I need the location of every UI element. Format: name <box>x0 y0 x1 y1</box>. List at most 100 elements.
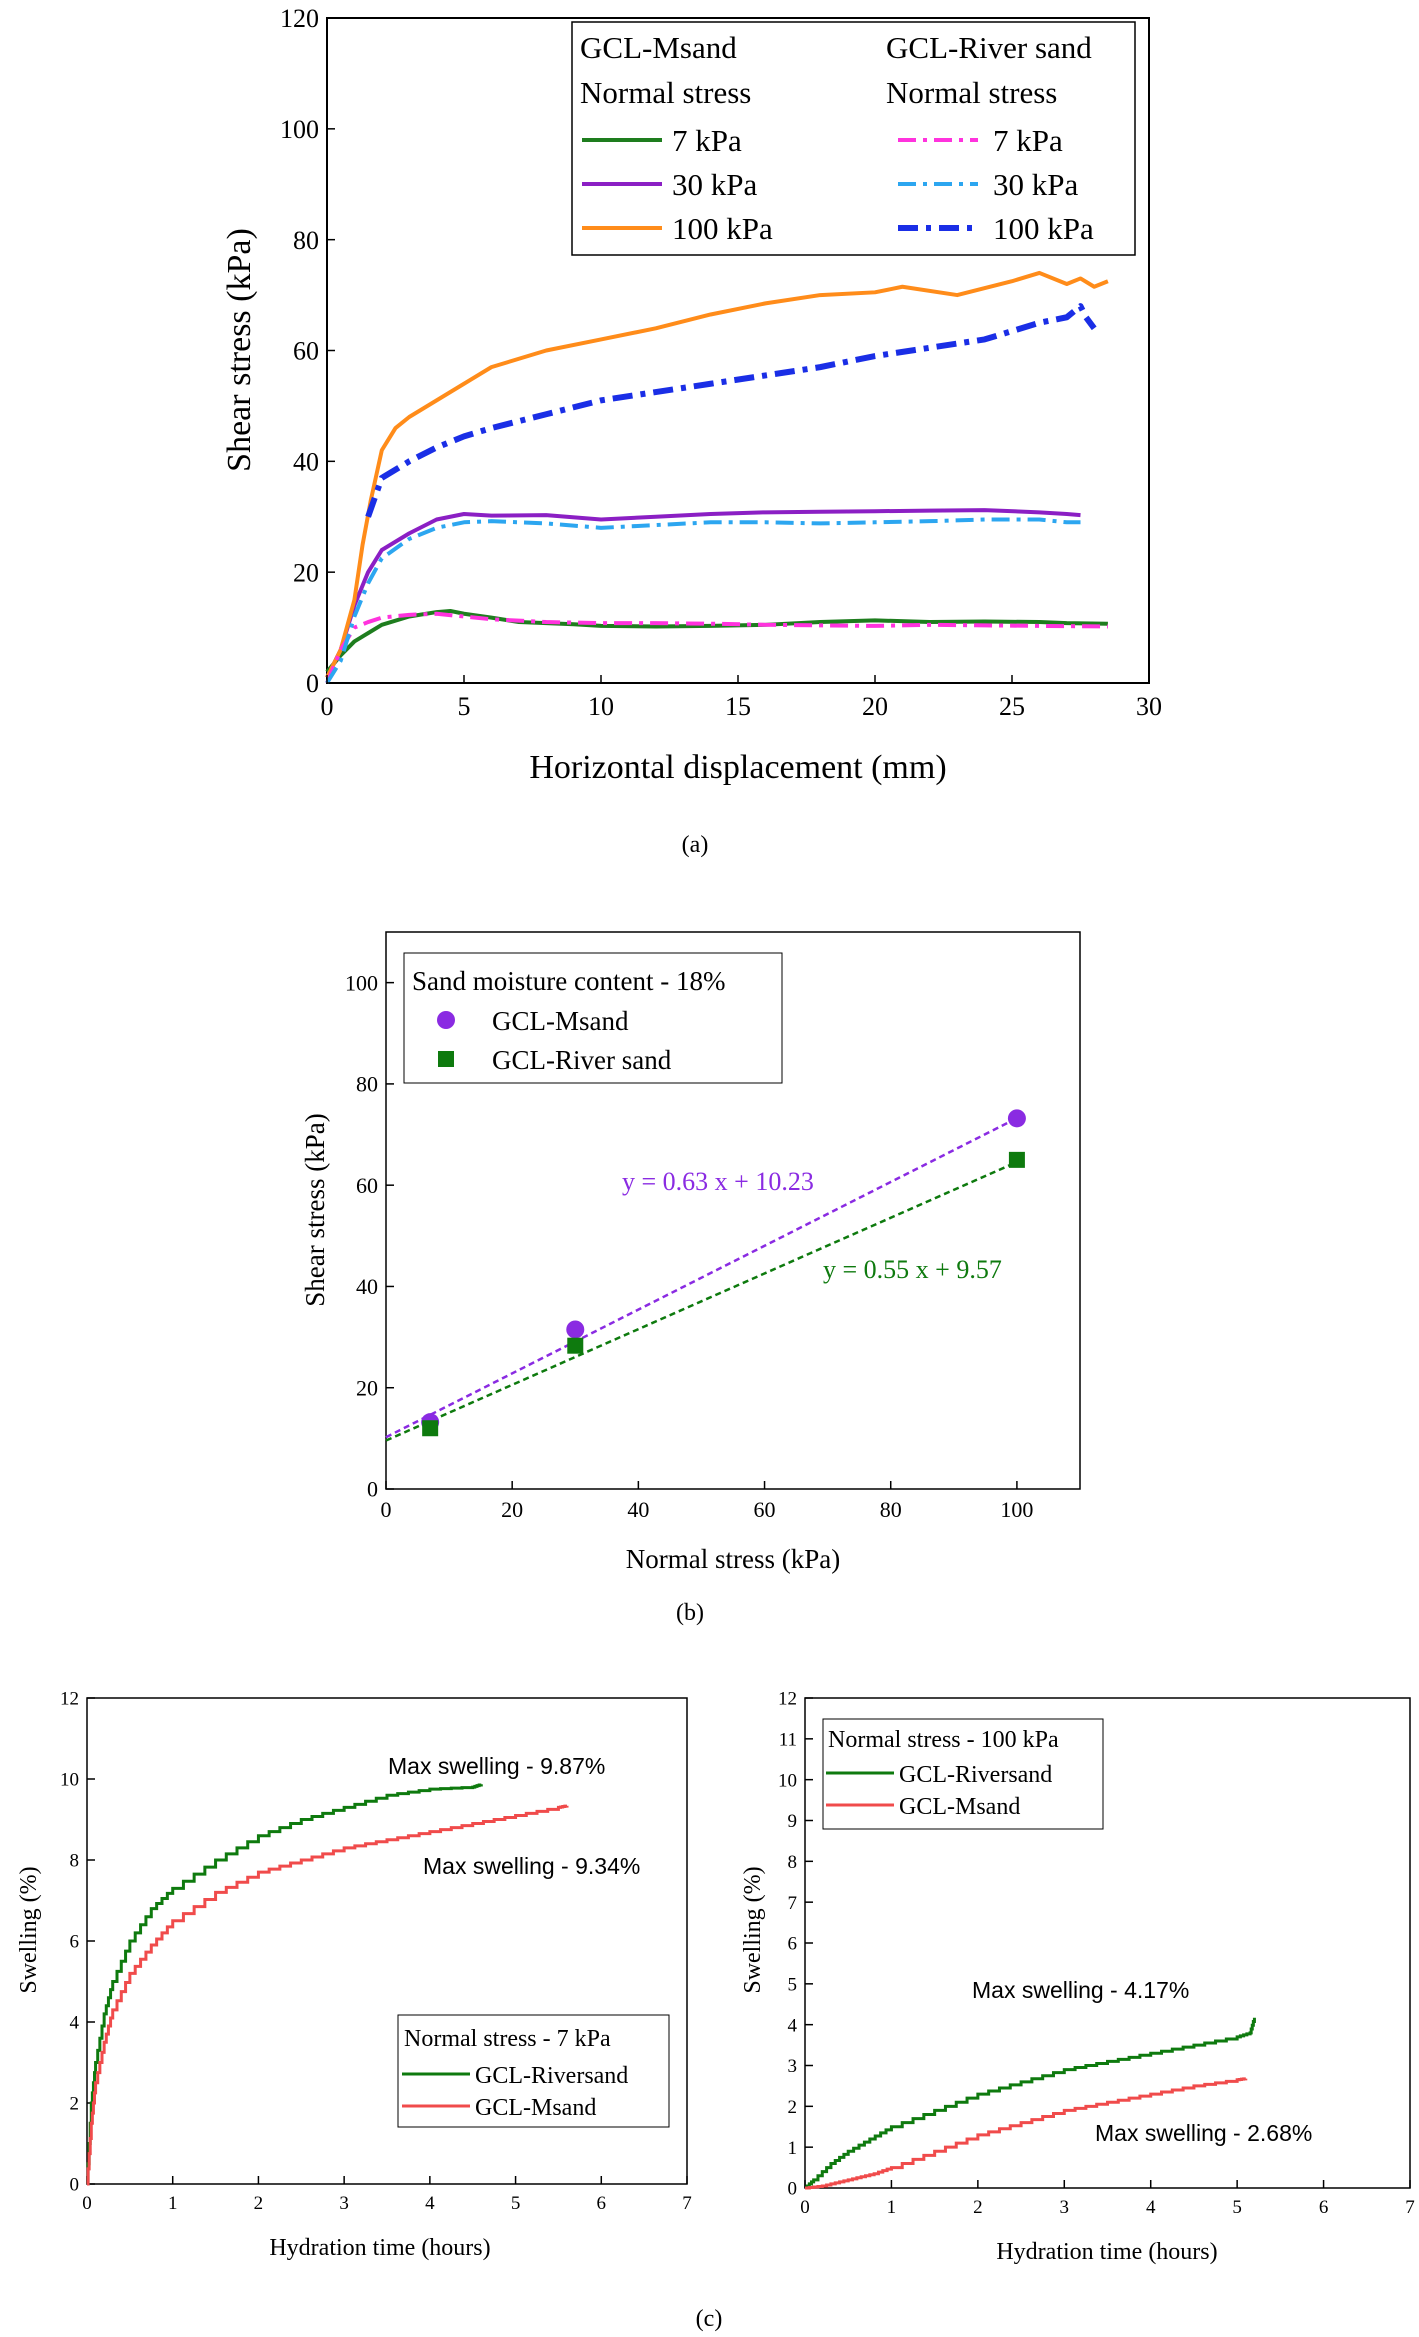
legend-marker-msand <box>437 1011 455 1029</box>
chart-a-legend-group-left: GCL-Msand <box>580 30 737 65</box>
y-tick-label: 11 <box>779 1729 797 1750</box>
series-line-gcl-msand-30kPa <box>325 508 1081 679</box>
y-tick-label: 20 <box>356 1375 378 1400</box>
chart-c-caption: (c) <box>696 2306 723 2332</box>
x-tick-label: 40 <box>627 1497 649 1522</box>
x-tick-label: 20 <box>862 692 888 721</box>
legend-label-c-left-river: GCL-Riversand <box>475 2063 628 2089</box>
y-tick-label: 60 <box>293 337 319 366</box>
chart-b-legend-box <box>403 952 783 1084</box>
y-tick-label: 3 <box>788 2056 798 2077</box>
x-tick-label: 10 <box>588 692 614 721</box>
y-tick-label: 100 <box>345 970 378 995</box>
y-tick-label: 60 <box>356 1173 378 1198</box>
x-tick-label: 4 <box>425 2193 435 2214</box>
data-point-river-sand <box>567 1337 584 1354</box>
chart-a-legend-box <box>571 21 1136 256</box>
y-tick-label: 80 <box>356 1072 378 1097</box>
chart-c-left-legend-title: Normal stress - 7 kPa <box>404 2026 611 2052</box>
fit-label-msand: y = 0.63 x + 10.23 <box>622 1167 814 1196</box>
x-tick-label: 5 <box>1232 2197 1242 2218</box>
x-tick-label: 25 <box>999 692 1025 721</box>
x-tick-label: 0 <box>82 2193 92 2214</box>
legend-label-c-left-msand: GCL-Msand <box>475 2095 596 2121</box>
swelling-curve-gcl-riversand <box>805 2017 1256 2190</box>
legend-label-b-msand: GCL-Msand <box>492 1006 629 1036</box>
x-tick-label: 6 <box>597 2193 607 2214</box>
x-tick-label: 60 <box>754 1497 776 1522</box>
fit-line-gcl-river-sand <box>385 1160 1018 1442</box>
chart-c-left-annot-msand: Max swelling - 9.34% <box>423 1853 640 1879</box>
chart-c-right-xlabel: Hydration time (hours) <box>996 2239 1217 2265</box>
y-tick-label: 6 <box>70 1932 80 1953</box>
swelling-curve-gcl-riversand <box>86 1783 483 2186</box>
y-tick-label: 8 <box>70 1851 80 1872</box>
x-tick-label: 0 <box>381 1497 392 1522</box>
data-point-msand <box>566 1320 585 1339</box>
legend-label-river-30: 30 kPa <box>993 167 1078 202</box>
y-tick-label: 0 <box>788 2179 798 2200</box>
chart-c-left-legend-box <box>397 2014 670 2128</box>
x-tick-label: 30 <box>1136 692 1162 721</box>
chart-b-xlabel: Normal stress (kPa) <box>626 1544 840 1574</box>
chart-c-right-legend-title: Normal stress - 100 kPa <box>828 1727 1059 1753</box>
chart-b-plot-frame <box>385 931 1081 1490</box>
data-point-river-sand <box>1008 1151 1025 1168</box>
y-tick-label: 40 <box>293 447 319 476</box>
chart-a-legend-subtitle-left: Normal stress <box>580 75 751 110</box>
y-tick-label: 4 <box>788 2015 798 2036</box>
chart-c-right-ylabel: Swelling (%) <box>740 1866 766 1993</box>
data-point-river-sand <box>422 1420 439 1437</box>
x-tick-label: 3 <box>339 2193 349 2214</box>
chart-b-legend-title: Sand moisture content - 18% <box>412 966 725 996</box>
chart-a-caption: (a) <box>682 832 709 858</box>
x-tick-label: 4 <box>1146 2197 1156 2218</box>
x-tick-label: 20 <box>501 1497 523 1522</box>
y-tick-label: 10 <box>778 1770 797 1791</box>
y-tick-label: 100 <box>280 115 319 144</box>
y-tick-label: 20 <box>293 558 319 587</box>
x-tick-label: 7 <box>682 2193 692 2214</box>
x-tick-label: 1 <box>887 2197 897 2218</box>
y-tick-label: 2 <box>70 2094 80 2115</box>
y-tick-label: 2 <box>788 2097 798 2118</box>
y-tick-label: 4 <box>70 2013 80 2034</box>
y-tick-label: 12 <box>778 1689 797 1710</box>
legend-label-msand-100: 100 kPa <box>672 211 773 246</box>
legend-label-river-7: 7 kPa <box>993 123 1063 158</box>
y-tick-label: 5 <box>788 1974 798 1995</box>
y-tick-label: 80 <box>293 226 319 255</box>
chart-b-legend: Sand moisture content - 18% GCL-Msand GC… <box>403 952 783 1084</box>
chart-c-right-annot-river: Max swelling - 4.17% <box>972 1977 1189 2003</box>
series-line-gcl-msand-7kPa <box>325 608 1108 674</box>
chart-c-left-legend: Normal stress - 7 kPa GCL-Riversand GCL-… <box>397 2014 670 2128</box>
x-tick-label: 15 <box>725 692 751 721</box>
y-tick-label: 1 <box>788 2138 798 2159</box>
y-tick-label: 12 <box>60 1689 79 1710</box>
y-tick-label: 0 <box>70 2175 80 2196</box>
chart-a: 0 5 10 15 20 25 30 0 20 40 60 80 100 120 Horizontal d… <box>221 4 1162 858</box>
x-tick-label: 5 <box>511 2193 521 2214</box>
y-tick-label: 0 <box>367 1477 378 1502</box>
chart-a-ylabel: Shear stress (kPa) <box>221 228 258 472</box>
y-tick-label: 0 <box>306 669 319 698</box>
series-line-gcl-river-sand-100kPa <box>365 303 1097 518</box>
series-line-gcl-river-sand-7kPa <box>325 611 1108 684</box>
y-tick-label: 120 <box>280 4 319 33</box>
x-tick-label: 0 <box>800 2197 810 2218</box>
y-tick-label: 8 <box>788 1852 798 1873</box>
legend-label-c-right-river: GCL-Riversand <box>899 1762 1052 1788</box>
x-tick-label: 3 <box>1060 2197 1070 2218</box>
x-tick-label: 6 <box>1319 2197 1329 2218</box>
x-tick-label: 1 <box>168 2193 178 2214</box>
chart-c-right-annot-msand: Max swelling - 2.68% <box>1095 2120 1312 2146</box>
data-point-msand <box>1007 1109 1026 1128</box>
y-tick-label: 7 <box>788 1893 798 1914</box>
chart-c-left-annot-river: Max swelling - 9.87% <box>388 1753 605 1779</box>
chart-a-legend: GCL-Msand GCL-River sand Normal stress N… <box>571 21 1136 256</box>
legend-marker-river <box>438 1051 454 1067</box>
chart-b: 0 20 40 60 80 100 0 20 40 60 80 100 Normal stress (… <box>300 931 1081 1626</box>
x-tick-label: 2 <box>254 2193 264 2214</box>
chart-a-xlabel: Horizontal displacement (mm) <box>529 749 946 786</box>
